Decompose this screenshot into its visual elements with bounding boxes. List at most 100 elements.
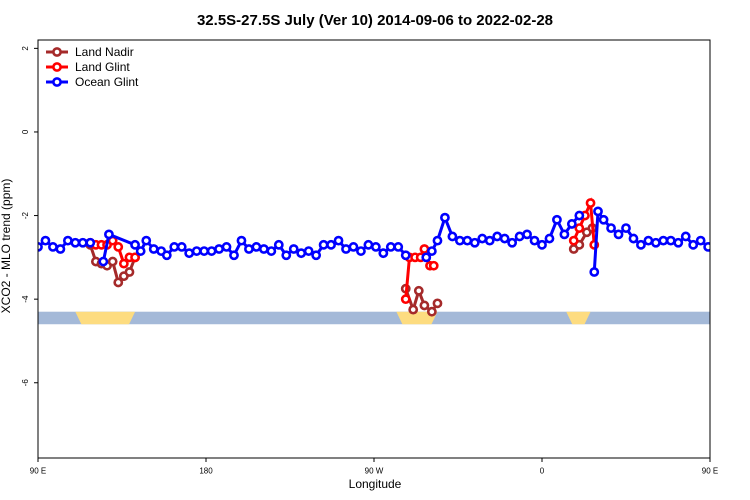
ocean-glint-point — [62, 235, 73, 246]
ocean-glint-point — [688, 239, 699, 250]
ocean-glint-point — [727, 243, 734, 250]
x-axis-label: Longitude — [349, 477, 402, 491]
ocean-glint-point — [303, 246, 314, 256]
y-axis-label: XCO2 - MLO trend (ppm) — [0, 179, 13, 314]
ocean-glint-point — [621, 223, 631, 233]
ocean-glint-point — [191, 246, 202, 256]
ocean-glint-point — [85, 237, 96, 248]
ocean-glint-point — [454, 235, 465, 246]
y-tick-label: 0 — [21, 129, 30, 134]
ocean-glint-point — [70, 237, 81, 248]
land-glint-point — [130, 252, 140, 263]
ocean-glint-point — [378, 248, 389, 259]
ocean-glint-point — [574, 210, 585, 221]
ocean-glint-point — [703, 242, 710, 252]
ocean-glint-point — [544, 233, 555, 244]
ocean-glint-point — [742, 241, 749, 248]
ocean-glint-point — [176, 242, 187, 252]
land-nadir-point — [113, 277, 124, 288]
ocean-glint-point — [221, 242, 232, 252]
ocean-glint-point — [385, 242, 396, 252]
ocean-glint-point — [613, 229, 624, 240]
ocean-glint-point — [236, 235, 247, 246]
ocean-glint-point — [130, 239, 140, 250]
ocean-glint-point — [462, 235, 473, 246]
ocean-glint-point — [658, 235, 669, 246]
ocean-glint-point — [333, 235, 344, 246]
land-glint-point — [574, 223, 585, 233]
ocean-glint-point — [589, 267, 600, 277]
ocean-glint-point — [348, 242, 359, 252]
y-tick-label: -4 — [21, 295, 30, 303]
ocean-glint-point — [214, 244, 224, 254]
ocean-glint-point — [98, 256, 109, 267]
ocean-glint-point — [593, 206, 603, 217]
ocean-glint-point — [469, 237, 480, 248]
ocean-glint-point — [566, 219, 577, 229]
ocean-glint-point — [492, 231, 503, 242]
ocean-glint-point — [643, 235, 654, 246]
ocean-glint-point — [363, 239, 374, 250]
ocean-band — [38, 311, 710, 325]
land-nadir-point — [413, 285, 424, 296]
land-nadir-point — [432, 298, 443, 309]
ocean-glint-point — [477, 233, 488, 244]
ocean-glint-point — [356, 246, 366, 256]
ocean-glint-point — [184, 248, 195, 259]
ocean-glint-point — [206, 246, 217, 256]
ocean-glint-point — [341, 244, 351, 254]
ocean-glint-point — [636, 239, 646, 250]
ocean-glint-point — [169, 242, 180, 252]
ocean-glint-point — [55, 244, 66, 254]
y-tick-label: -6 — [21, 379, 30, 387]
ocean-glint-point — [606, 223, 616, 233]
y-tick-label: -2 — [21, 211, 30, 219]
ocean-glint-point — [432, 235, 443, 246]
land-nadir-point — [419, 300, 430, 311]
ocean-glint-point — [104, 229, 114, 240]
land-band — [396, 311, 438, 325]
ocean-glint-point — [229, 250, 239, 261]
x-tick-label: 0 — [540, 467, 545, 476]
land-glint-point — [428, 260, 439, 271]
land-glint-point — [585, 198, 596, 208]
ocean-glint-point — [77, 237, 88, 248]
land-nadir-point — [426, 306, 437, 317]
ocean-glint-legend-label: Ocean Glint — [75, 75, 139, 89]
ocean-glint-point — [421, 252, 432, 263]
ocean-glint-point — [440, 212, 450, 223]
x-axis: 90 E 180 90 W 0 90 E — [30, 458, 718, 476]
ocean-glint-point — [537, 239, 547, 250]
ocean-glint-point — [447, 231, 458, 242]
ocean-glint-point — [244, 244, 254, 254]
ocean-glint-point — [680, 231, 691, 242]
x-tick-label: 90 W — [365, 467, 384, 476]
ocean-glint-point — [161, 250, 172, 261]
ocean-glint-point — [48, 242, 58, 252]
ocean-glint-point — [499, 233, 510, 244]
ocean-glint-point — [370, 242, 381, 252]
ocean-glint-point — [665, 235, 676, 246]
ocean-glint-point — [288, 244, 299, 254]
ocean-glint-point — [598, 214, 609, 225]
land-glint-point — [419, 244, 430, 254]
ocean-glint-point — [695, 235, 706, 246]
ocean-glint-point — [318, 239, 329, 250]
ocean-glint-point — [673, 237, 684, 248]
land-glint-point — [118, 258, 129, 269]
plot-series — [38, 197, 749, 317]
ocean-glint-point — [712, 245, 719, 252]
ocean-glint-point — [393, 242, 404, 252]
ocean-glint-point — [719, 239, 726, 246]
ocean-glint-point — [296, 248, 307, 259]
ocean-glint-point — [484, 235, 495, 246]
ocean-glint-point — [426, 246, 437, 256]
land-nadir-legend-label: Land Nadir — [75, 45, 134, 59]
ocean-glint-point — [266, 246, 277, 256]
land-nadir-point — [107, 256, 118, 267]
land-band — [75, 311, 136, 325]
x-tick-label: 90 E — [30, 467, 46, 476]
x-tick-label: 90 E — [702, 467, 718, 476]
